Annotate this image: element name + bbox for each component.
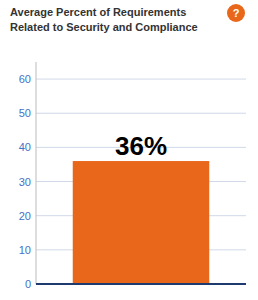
- grid-line: [36, 113, 246, 114]
- y-tick-label: 30: [19, 176, 31, 188]
- chart: Average Percent of Requirements Related t…: [0, 0, 258, 300]
- x-axis-line: [36, 283, 246, 285]
- title: Related to Security and Compliance: [10, 21, 198, 33]
- y-tick-label: 20: [19, 210, 31, 222]
- help-icon: ?: [227, 4, 245, 22]
- help-icon-text: ?: [233, 7, 240, 19]
- help-icon-circle: [227, 4, 245, 22]
- y-axis-line: [36, 62, 37, 284]
- y-tick-label: 60: [19, 73, 31, 85]
- title: Average Percent of Requirements: [10, 6, 186, 18]
- y-tick-label: 50: [19, 107, 31, 119]
- grid-line: [36, 284, 246, 285]
- y-tick-label: 10: [19, 244, 31, 256]
- grid-line: [36, 79, 246, 80]
- y-tick-label: 0: [25, 278, 31, 290]
- y-tick-label: 40: [19, 141, 31, 153]
- data-label: 36%: [115, 131, 167, 161]
- bars: [73, 161, 210, 284]
- bar: [73, 161, 210, 284]
